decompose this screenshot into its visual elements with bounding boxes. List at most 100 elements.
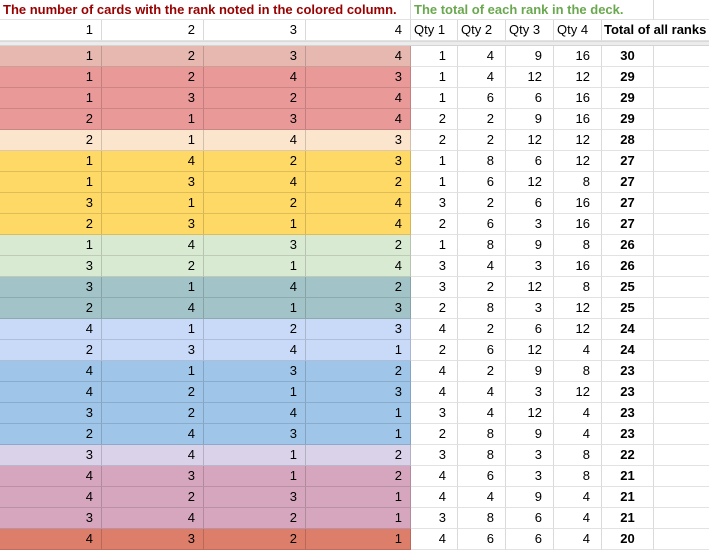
rank-cell[interactable]: 4 xyxy=(102,151,204,172)
qty-cell[interactable]: 6 xyxy=(458,466,506,487)
rank-cell[interactable]: 2 xyxy=(0,214,102,235)
rank-cell[interactable]: 3 xyxy=(204,424,306,445)
rank-cell[interactable]: 1 xyxy=(306,403,411,424)
rank-cell[interactable]: 1 xyxy=(0,172,102,193)
qty-cell[interactable]: 2 xyxy=(411,130,458,151)
qty-cell[interactable]: 9 xyxy=(506,361,554,382)
qty-cell[interactable]: 8 xyxy=(554,235,602,256)
empty-cell[interactable] xyxy=(654,151,709,172)
qty-cell[interactable]: 12 xyxy=(554,151,602,172)
rank-cell[interactable]: 1 xyxy=(102,319,204,340)
rank-cell[interactable]: 1 xyxy=(204,382,306,403)
rank-cell[interactable]: 1 xyxy=(102,109,204,130)
total-cell[interactable]: 23 xyxy=(602,424,654,445)
rank-cell[interactable]: 1 xyxy=(204,466,306,487)
qty-cell[interactable]: 8 xyxy=(458,508,506,529)
empty-cell[interactable] xyxy=(654,46,709,67)
qty-cell[interactable]: 2 xyxy=(458,130,506,151)
qty-cell[interactable]: 6 xyxy=(506,319,554,340)
rank-column-header[interactable]: 4 xyxy=(306,20,411,41)
rank-cell[interactable]: 3 xyxy=(102,214,204,235)
qty-cell[interactable]: 4 xyxy=(554,508,602,529)
qty-cell[interactable]: 2 xyxy=(411,298,458,319)
left-title-cell[interactable]: The number of cards with the rank noted … xyxy=(0,0,411,20)
qty-cell[interactable]: 6 xyxy=(458,172,506,193)
qty-cell[interactable]: 1 xyxy=(411,67,458,88)
rank-cell[interactable]: 1 xyxy=(306,340,411,361)
rank-cell[interactable]: 4 xyxy=(102,235,204,256)
total-cell[interactable]: 27 xyxy=(602,214,654,235)
rank-cell[interactable]: 4 xyxy=(204,340,306,361)
rank-cell[interactable]: 1 xyxy=(204,256,306,277)
empty-cell[interactable] xyxy=(654,256,709,277)
empty-cell[interactable] xyxy=(654,319,709,340)
rank-cell[interactable]: 1 xyxy=(102,277,204,298)
rank-cell[interactable]: 3 xyxy=(306,151,411,172)
rank-cell[interactable]: 4 xyxy=(0,529,102,550)
qty-cell[interactable]: 3 xyxy=(411,277,458,298)
qty-cell[interactable]: 8 xyxy=(554,361,602,382)
rank-cell[interactable]: 4 xyxy=(204,130,306,151)
qty-cell[interactable]: 4 xyxy=(554,403,602,424)
qty-cell[interactable]: 6 xyxy=(506,529,554,550)
rank-cell[interactable]: 3 xyxy=(204,361,306,382)
rank-cell[interactable]: 2 xyxy=(102,403,204,424)
rank-cell[interactable]: 1 xyxy=(306,424,411,445)
rank-cell[interactable]: 1 xyxy=(0,88,102,109)
total-cell[interactable]: 30 xyxy=(602,46,654,67)
qty-cell[interactable]: 8 xyxy=(458,298,506,319)
rank-cell[interactable]: 2 xyxy=(306,235,411,256)
rank-cell[interactable]: 2 xyxy=(306,277,411,298)
total-cell[interactable]: 27 xyxy=(602,172,654,193)
rank-cell[interactable]: 4 xyxy=(204,67,306,88)
qty-cell[interactable]: 12 xyxy=(506,130,554,151)
rank-cell[interactable]: 3 xyxy=(306,67,411,88)
qty-cell[interactable]: 9 xyxy=(506,109,554,130)
rank-cell[interactable]: 2 xyxy=(306,445,411,466)
empty-cell[interactable] xyxy=(654,0,709,20)
qty-cell[interactable]: 2 xyxy=(458,109,506,130)
rank-cell[interactable]: 4 xyxy=(306,256,411,277)
empty-cell[interactable] xyxy=(654,88,709,109)
empty-cell[interactable] xyxy=(654,67,709,88)
qty-cell[interactable]: 3 xyxy=(506,445,554,466)
rank-cell[interactable]: 2 xyxy=(102,382,204,403)
qty-cell[interactable]: 3 xyxy=(411,508,458,529)
rank-cell[interactable]: 4 xyxy=(0,319,102,340)
rank-cell[interactable]: 4 xyxy=(306,109,411,130)
rank-cell[interactable]: 3 xyxy=(102,172,204,193)
total-cell[interactable]: 23 xyxy=(602,382,654,403)
rank-cell[interactable]: 3 xyxy=(306,298,411,319)
qty-cell[interactable]: 6 xyxy=(458,529,506,550)
qty-cell[interactable]: 8 xyxy=(554,466,602,487)
empty-cell[interactable] xyxy=(654,214,709,235)
rank-cell[interactable]: 2 xyxy=(204,193,306,214)
qty-cell[interactable]: 4 xyxy=(411,319,458,340)
rank-cell[interactable]: 2 xyxy=(204,508,306,529)
rank-cell[interactable]: 2 xyxy=(0,424,102,445)
qty-cell[interactable]: 16 xyxy=(554,193,602,214)
rank-cell[interactable]: 3 xyxy=(306,319,411,340)
qty-cell[interactable]: 8 xyxy=(554,172,602,193)
empty-cell[interactable] xyxy=(654,487,709,508)
rank-cell[interactable]: 1 xyxy=(204,214,306,235)
qty-cell[interactable]: 1 xyxy=(411,151,458,172)
qty-cell[interactable]: 6 xyxy=(506,193,554,214)
rank-column-header[interactable]: 2 xyxy=(102,20,204,41)
total-cell[interactable]: 23 xyxy=(602,403,654,424)
qty-cell[interactable]: 3 xyxy=(411,403,458,424)
qty-cell[interactable]: 16 xyxy=(554,46,602,67)
rank-cell[interactable]: 3 xyxy=(0,256,102,277)
rank-cell[interactable]: 4 xyxy=(204,277,306,298)
empty-cell[interactable] xyxy=(654,382,709,403)
rank-cell[interactable]: 3 xyxy=(102,88,204,109)
qty-cell[interactable]: 1 xyxy=(411,88,458,109)
empty-cell[interactable] xyxy=(654,466,709,487)
qty-cell[interactable]: 4 xyxy=(458,382,506,403)
qty-cell[interactable]: 4 xyxy=(458,256,506,277)
rank-cell[interactable]: 3 xyxy=(0,277,102,298)
qty-cell[interactable]: 4 xyxy=(411,361,458,382)
rank-cell[interactable]: 3 xyxy=(306,130,411,151)
rank-cell[interactable]: 1 xyxy=(306,508,411,529)
qty-cell[interactable]: 12 xyxy=(554,130,602,151)
